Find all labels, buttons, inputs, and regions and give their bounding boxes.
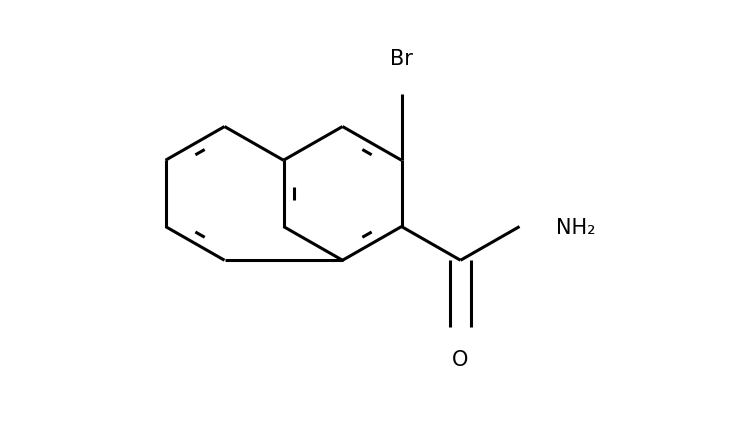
Text: O: O [453,349,469,369]
Text: Br: Br [390,49,413,69]
Text: NH₂: NH₂ [556,217,596,237]
